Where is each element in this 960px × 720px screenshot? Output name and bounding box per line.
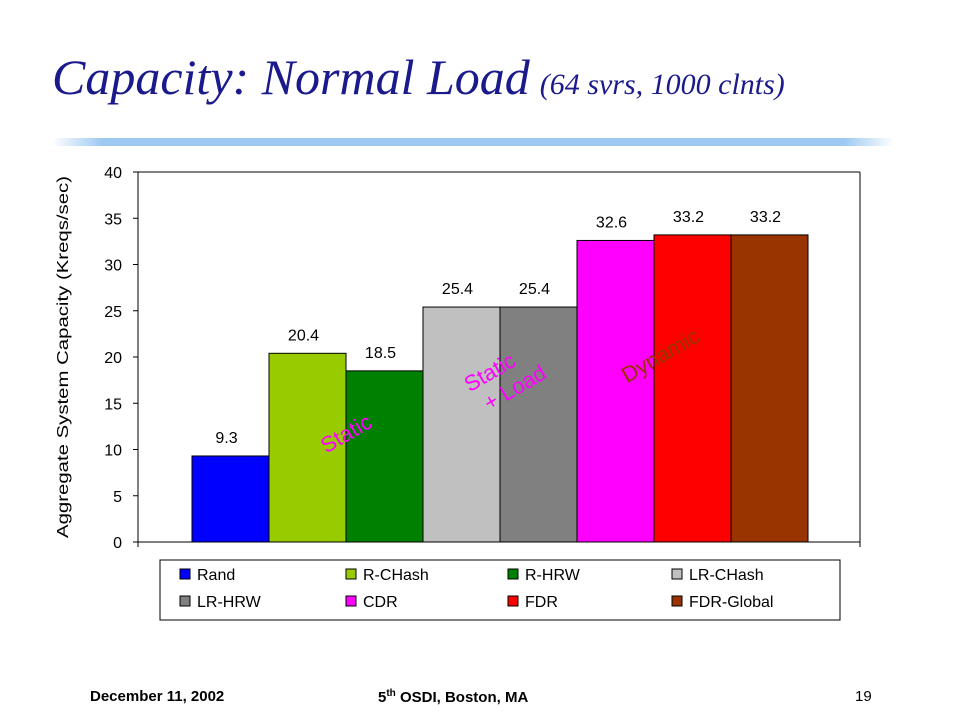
title-underline	[52, 138, 894, 146]
bar	[730, 234, 809, 543]
legend-label: FDR	[525, 594, 558, 611]
bar	[422, 306, 501, 543]
footer-conference-rest: OSDI, Boston, MA	[395, 689, 529, 706]
data-label: 18.5	[365, 345, 396, 362]
capacity-bar-chart: 0 5 10 15 20 25 30 35 40 Aggregate System Capacit…	[55, 165, 861, 621]
footer-conference-ordinal-suffix: th	[386, 688, 396, 699]
legend-swatch	[345, 595, 357, 607]
legend-label: FDR-Global	[689, 594, 773, 611]
bar	[576, 239, 655, 543]
bar	[499, 306, 578, 543]
footer-conference: 5th OSDI, Boston, MA	[378, 688, 528, 706]
slide-title-main: Capacity: Normal Load	[52, 49, 530, 105]
y-tick-label: 10	[104, 443, 122, 460]
legend-swatch	[179, 595, 191, 607]
data-label: 32.6	[596, 214, 627, 231]
legend-label: LR-HRW	[197, 594, 262, 611]
y-tick-label: 40	[104, 165, 122, 182]
y-tick-label: 5	[113, 489, 122, 506]
legend-swatch	[671, 568, 683, 580]
bar	[191, 455, 270, 543]
legend-swatch	[671, 595, 683, 607]
legend-label: Rand	[197, 567, 235, 584]
data-label: 33.2	[673, 209, 704, 226]
y-axis-title: Aggregate System Capacity (Kreqs/sec)	[55, 176, 72, 538]
bar	[345, 370, 424, 543]
legend-label: LR-CHash	[689, 567, 764, 584]
bar	[653, 234, 732, 543]
slide-title: Capacity: Normal Load (64 svrs, 1000 clnt…	[52, 52, 785, 102]
legend-swatch	[345, 568, 357, 580]
y-tick-label: 15	[104, 396, 122, 413]
data-label: 33.2	[750, 209, 781, 226]
legend-swatch	[507, 568, 519, 580]
data-label: 25.4	[519, 281, 550, 298]
y-tick-label: 0	[113, 535, 122, 552]
legend-label: CDR	[363, 594, 398, 611]
data-label: 25.4	[442, 281, 473, 298]
legend-swatch	[179, 568, 191, 580]
slide-title-subtitle: (64 svrs, 1000 clnts)	[539, 68, 785, 101]
data-label: 9.3	[215, 430, 237, 447]
y-tick-label: 20	[104, 350, 122, 367]
data-label: 20.4	[288, 327, 319, 344]
y-tick-label: 30	[104, 258, 122, 275]
legend-label: R-HRW	[525, 567, 581, 584]
y-tick-label: 35	[104, 211, 122, 228]
legend-box	[159, 559, 841, 621]
page-number: 19	[855, 688, 872, 705]
footer-conference-ordinal: 5	[378, 689, 387, 706]
footer-date: December 11, 2002	[90, 688, 225, 705]
legend-label: R-CHash	[363, 567, 429, 584]
y-tick-label: 25	[104, 304, 122, 321]
bar	[268, 352, 347, 543]
legend-swatch	[507, 595, 519, 607]
